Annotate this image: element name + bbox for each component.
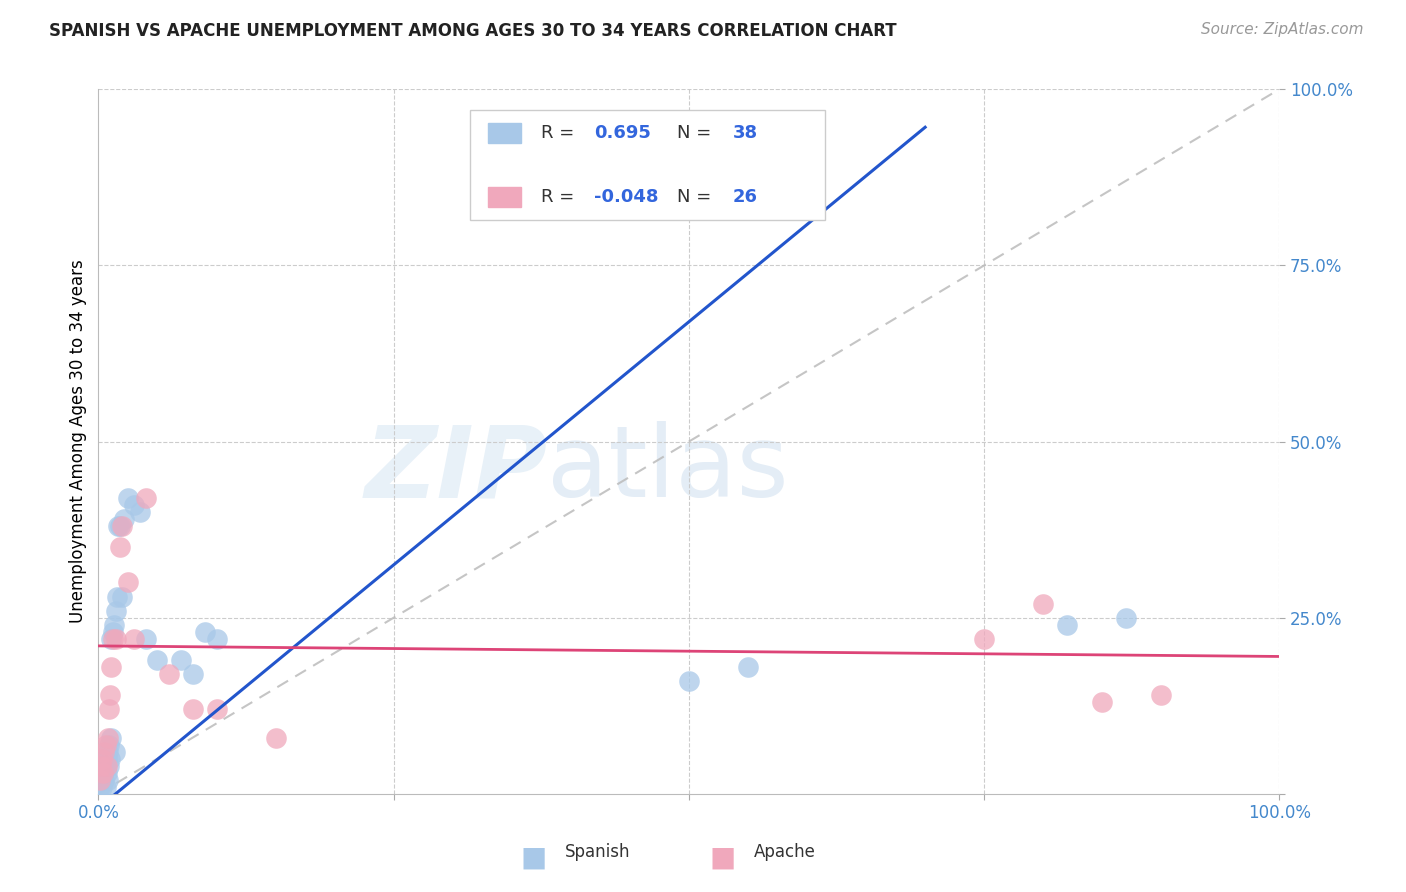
Bar xyxy=(488,187,522,207)
Text: -0.048: -0.048 xyxy=(595,188,659,206)
Point xyxy=(973,632,995,646)
Point xyxy=(1056,617,1078,632)
Point xyxy=(98,751,121,765)
Point xyxy=(122,632,145,646)
Point xyxy=(91,765,114,780)
Point xyxy=(94,738,117,752)
Point xyxy=(91,765,114,780)
Text: R =: R = xyxy=(541,188,581,206)
Point xyxy=(105,632,128,646)
Point xyxy=(135,491,157,505)
Text: Apache: Apache xyxy=(754,843,815,861)
Point xyxy=(112,512,135,526)
Text: N =: N = xyxy=(678,188,717,206)
Point xyxy=(89,772,111,787)
Point xyxy=(96,751,118,765)
Text: Source: ZipAtlas.com: Source: ZipAtlas.com xyxy=(1201,22,1364,37)
Point xyxy=(91,780,114,794)
Point xyxy=(181,667,204,681)
Point xyxy=(93,745,115,759)
Point xyxy=(1115,610,1137,624)
Point xyxy=(146,653,169,667)
Point xyxy=(1150,688,1173,702)
Y-axis label: Unemployment Among Ages 30 to 34 years: Unemployment Among Ages 30 to 34 years xyxy=(69,260,87,624)
Point xyxy=(264,731,287,745)
Point xyxy=(98,758,121,772)
Point xyxy=(128,505,150,519)
Point xyxy=(97,731,120,745)
Point xyxy=(104,745,127,759)
Text: ■: ■ xyxy=(522,843,547,871)
Text: atlas: atlas xyxy=(547,421,789,518)
Point xyxy=(108,541,131,555)
Text: Spanish: Spanish xyxy=(565,843,630,861)
Point xyxy=(101,624,124,639)
FancyBboxPatch shape xyxy=(471,111,825,219)
Point xyxy=(117,575,139,590)
Point xyxy=(194,624,217,639)
Point xyxy=(90,758,112,772)
Point xyxy=(101,632,124,646)
Point xyxy=(94,780,117,794)
Text: ■: ■ xyxy=(710,843,737,871)
Point xyxy=(103,617,125,632)
Point xyxy=(97,745,120,759)
Point xyxy=(96,758,118,772)
Point xyxy=(678,674,700,689)
Point xyxy=(157,667,180,681)
Point xyxy=(98,702,121,716)
Point xyxy=(94,758,117,772)
Text: R =: R = xyxy=(541,124,581,142)
Point xyxy=(98,688,121,702)
Point xyxy=(100,731,122,745)
Point xyxy=(170,653,193,667)
Point xyxy=(737,660,759,674)
Point xyxy=(205,702,228,716)
Point xyxy=(111,590,134,604)
Bar xyxy=(488,123,522,143)
Text: 38: 38 xyxy=(733,124,758,142)
Point xyxy=(1032,597,1054,611)
Point xyxy=(111,519,134,533)
Point xyxy=(96,765,118,780)
Point xyxy=(90,772,112,787)
Text: N =: N = xyxy=(678,124,717,142)
Point xyxy=(108,519,131,533)
Point xyxy=(181,702,204,716)
Point xyxy=(205,632,228,646)
Point xyxy=(105,590,128,604)
Point xyxy=(100,632,122,646)
Point xyxy=(91,751,114,765)
Text: SPANISH VS APACHE UNEMPLOYMENT AMONG AGES 30 TO 34 YEARS CORRELATION CHART: SPANISH VS APACHE UNEMPLOYMENT AMONG AGE… xyxy=(49,22,897,40)
Point xyxy=(122,498,145,512)
Point xyxy=(93,772,115,787)
Point xyxy=(105,604,128,618)
Text: ZIP: ZIP xyxy=(364,421,547,518)
Point xyxy=(107,519,129,533)
Point xyxy=(98,738,121,752)
Point xyxy=(135,632,157,646)
Point xyxy=(89,780,111,794)
Point xyxy=(117,491,139,505)
Text: 0.695: 0.695 xyxy=(595,124,651,142)
Point xyxy=(100,660,122,674)
Text: 26: 26 xyxy=(733,188,758,206)
Point xyxy=(1091,695,1114,709)
Point xyxy=(97,772,120,787)
